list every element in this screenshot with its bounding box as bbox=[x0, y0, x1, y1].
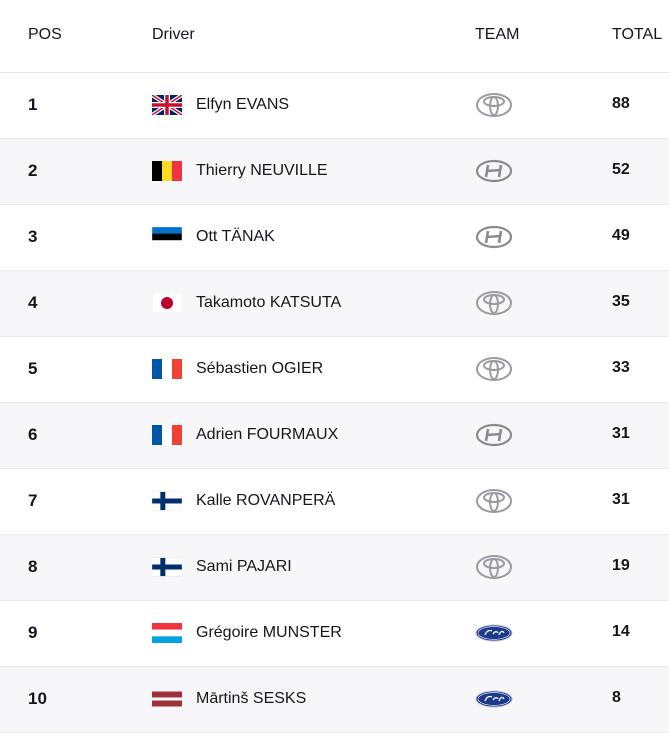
driver-name[interactable]: Mārtinš SESKS bbox=[196, 690, 307, 707]
table-header: POS Driver TEAM TOTAL bbox=[0, 0, 669, 73]
driver-name[interactable]: Elfyn EVANS bbox=[196, 96, 290, 113]
hyundai-logo-icon bbox=[474, 157, 514, 185]
header-driver[interactable]: Driver bbox=[152, 26, 195, 43]
position: 6 bbox=[28, 425, 38, 444]
total-points: 14 bbox=[612, 623, 630, 640]
be-flag-icon bbox=[152, 161, 182, 181]
table-row[interactable]: 10 Mārtinš SESKS 8 bbox=[0, 667, 669, 733]
total-points: 31 bbox=[612, 491, 630, 508]
position: 5 bbox=[28, 359, 38, 378]
toyota-logo-icon bbox=[474, 487, 514, 515]
hyundai-logo-icon bbox=[474, 421, 514, 449]
total-points: 52 bbox=[612, 161, 630, 178]
table-row[interactable]: 6 Adrien FOURMAUX 31 bbox=[0, 403, 669, 469]
driver-name[interactable]: Takamoto KATSUTA bbox=[196, 294, 342, 311]
lv-flag-icon bbox=[152, 689, 182, 709]
header-total[interactable]: TOTAL bbox=[612, 26, 663, 43]
total-points: 88 bbox=[612, 95, 630, 112]
header-team[interactable]: TEAM bbox=[475, 26, 520, 43]
driver-name[interactable]: Sébastien OGIER bbox=[196, 360, 324, 377]
table-row[interactable]: 8 Sami PAJARI 19 bbox=[0, 535, 669, 601]
position: 10 bbox=[28, 689, 47, 708]
ee-flag-icon bbox=[152, 227, 182, 247]
position: 1 bbox=[28, 95, 38, 114]
toyota-logo-icon bbox=[474, 289, 514, 317]
position: 9 bbox=[28, 623, 38, 642]
driver-name[interactable]: Sami PAJARI bbox=[196, 558, 292, 575]
total-points: 35 bbox=[612, 293, 630, 310]
table-row[interactable]: 1 Elfyn EVANS 88 bbox=[0, 73, 669, 139]
total-points: 33 bbox=[612, 359, 630, 376]
total-points: 31 bbox=[612, 425, 630, 442]
jp-flag-icon bbox=[152, 293, 182, 313]
lu-flag-icon bbox=[152, 623, 182, 643]
fi-flag-icon bbox=[152, 491, 182, 511]
fi-flag-icon bbox=[152, 557, 182, 577]
total-points: 49 bbox=[612, 227, 630, 244]
table-row[interactable]: 2 Thierry NEUVILLE 52 bbox=[0, 139, 669, 205]
position: 8 bbox=[28, 557, 38, 576]
hyundai-logo-icon bbox=[474, 223, 514, 251]
position: 7 bbox=[28, 491, 38, 510]
table-row[interactable]: 5 Sébastien OGIER 33 bbox=[0, 337, 669, 403]
position: 2 bbox=[28, 161, 38, 180]
driver-name[interactable]: Grégoire MUNSTER bbox=[196, 624, 342, 641]
table-row[interactable]: 7 Kalle ROVANPERÄ 31 bbox=[0, 469, 669, 535]
table-row[interactable]: 9 Grégoire MUNSTER 14 bbox=[0, 601, 669, 667]
driver-name[interactable]: Ott TÄNAK bbox=[196, 228, 275, 245]
fr-flag-icon bbox=[152, 425, 182, 445]
driver-name[interactable]: Kalle ROVANPERÄ bbox=[196, 492, 336, 509]
header-pos[interactable]: POS bbox=[28, 26, 62, 43]
position: 4 bbox=[28, 293, 38, 312]
table-body: 1 Elfyn EVANS 88 2 Thierry NEUVILLE 52 3 Ott TÄ… bbox=[0, 73, 669, 733]
driver-name[interactable]: Thierry NEUVILLE bbox=[196, 162, 328, 179]
toyota-logo-icon bbox=[474, 355, 514, 383]
ford-logo-icon bbox=[474, 619, 514, 647]
gb-flag-icon bbox=[152, 95, 182, 115]
position: 3 bbox=[28, 227, 38, 246]
total-points: 19 bbox=[612, 557, 630, 574]
toyota-logo-icon bbox=[474, 91, 514, 119]
total-points: 8 bbox=[612, 689, 621, 706]
toyota-logo-icon bbox=[474, 553, 514, 581]
table-row[interactable]: 3 Ott TÄNAK 49 bbox=[0, 205, 669, 271]
driver-name[interactable]: Adrien FOURMAUX bbox=[196, 426, 339, 443]
ford-logo-icon bbox=[474, 685, 514, 713]
fr-flag-icon bbox=[152, 359, 182, 379]
table-row[interactable]: 4 Takamoto KATSUTA 35 bbox=[0, 271, 669, 337]
